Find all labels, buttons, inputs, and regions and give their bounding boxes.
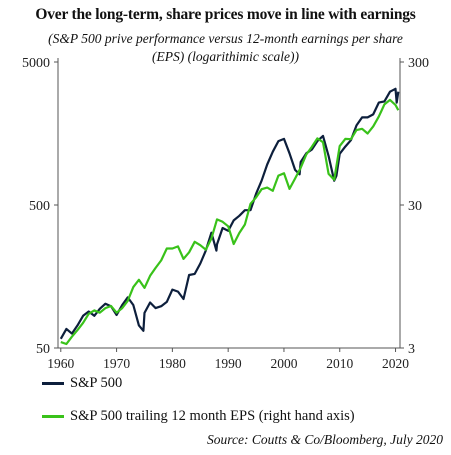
x-tick-label: 2020 <box>382 356 409 371</box>
left-tick-label: 5000 <box>22 56 50 71</box>
x-tick-label: 2000 <box>270 356 297 371</box>
x-tick-label: 1990 <box>215 356 242 371</box>
sp500-series-line <box>59 87 400 340</box>
legend-swatch-eps <box>42 414 64 418</box>
left-tick-label: 50 <box>36 342 50 357</box>
chart-subtitle: (S&P 500 prive performance versus 12-mon… <box>0 30 451 66</box>
left-tick-label: 500 <box>29 199 50 214</box>
right-tick-label: 30 <box>408 199 422 214</box>
legend-label-sp500: S&P 500 <box>70 374 123 391</box>
legend-item-sp500: S&P 500 <box>42 373 122 393</box>
x-tick-label: 1980 <box>159 356 186 371</box>
subtitle-line-1: (S&P 500 prive performance versus 12-mon… <box>48 31 403 46</box>
x-tick-label: 2010 <box>326 356 353 371</box>
right-tick-label: 3 <box>408 342 415 357</box>
source-note: Source: Coutts & Co/Bloomberg, July 2020 <box>207 432 443 447</box>
eps-series-line <box>60 98 400 346</box>
right-tick-label: 300 <box>408 56 429 71</box>
legend-item-eps: S&P 500 trailing 12 month EPS (right han… <box>42 406 355 426</box>
legend-swatch-sp500 <box>42 381 64 385</box>
legend-label-eps: S&P 500 trailing 12 month EPS (right han… <box>70 407 355 424</box>
chart-title: Over the long-term, share prices move in… <box>35 6 416 23</box>
subtitle-line-2: (EPS) (logarithimic scale)) <box>152 49 299 64</box>
x-tick-label: 1970 <box>103 356 130 371</box>
x-tick-label: 1960 <box>47 356 74 371</box>
